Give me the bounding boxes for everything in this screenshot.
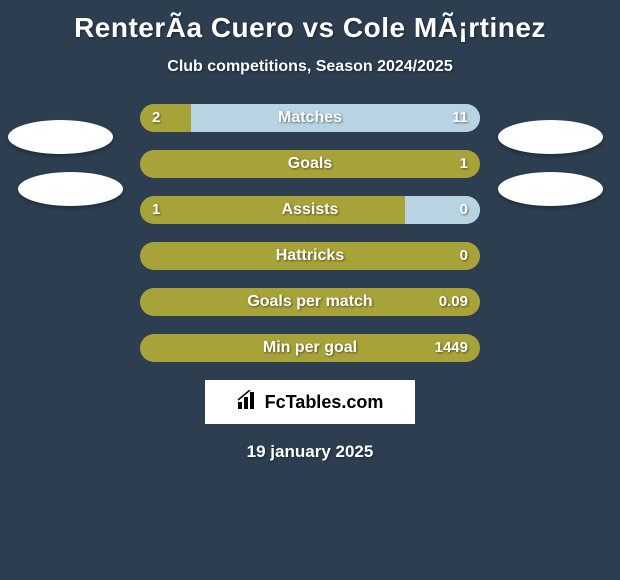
brand-box: FcTables.com (205, 380, 415, 424)
stat-row: Hattricks0 (140, 242, 480, 270)
stat-label: Hattricks (140, 242, 480, 270)
stat-row: Goals1 (140, 150, 480, 178)
player-avatar-2 (498, 120, 603, 154)
stat-value-left: 1 (152, 196, 160, 224)
player-avatar-0 (8, 120, 113, 154)
stat-label: Assists (140, 196, 480, 224)
stat-value-right: 0 (460, 196, 468, 224)
subtitle: Club competitions, Season 2024/2025 (0, 58, 620, 76)
player-avatar-1 (18, 172, 123, 206)
stat-label: Goals per match (140, 288, 480, 316)
stat-label: Min per goal (140, 334, 480, 362)
stat-row: Assists1 0 (140, 196, 480, 224)
player-avatar-3 (498, 172, 603, 206)
stat-row: Min per goal1449 (140, 334, 480, 362)
page-title: RenterÃ­a Cuero vs Cole MÃ¡rtinez (0, 0, 620, 44)
stat-value-right: 1449 (435, 334, 468, 362)
stat-value-left: 2 (152, 104, 160, 132)
stat-label: Matches (140, 104, 480, 132)
stat-value-right: 0 (460, 242, 468, 270)
brand-text: FcTables.com (265, 392, 384, 413)
stat-row: Matches2 11 (140, 104, 480, 132)
date-label: 19 january 2025 (0, 442, 620, 462)
stat-value-right: 11 (452, 104, 468, 132)
comparison-chart: Matches211Goals1Assists10Hattricks0Goals… (140, 104, 480, 362)
stat-value-right: 1 (460, 150, 468, 178)
stat-label: Goals (140, 150, 480, 178)
stat-value-right: 0.09 (439, 288, 468, 316)
stat-row: Goals per match0.09 (140, 288, 480, 316)
brand-icon (237, 390, 259, 415)
